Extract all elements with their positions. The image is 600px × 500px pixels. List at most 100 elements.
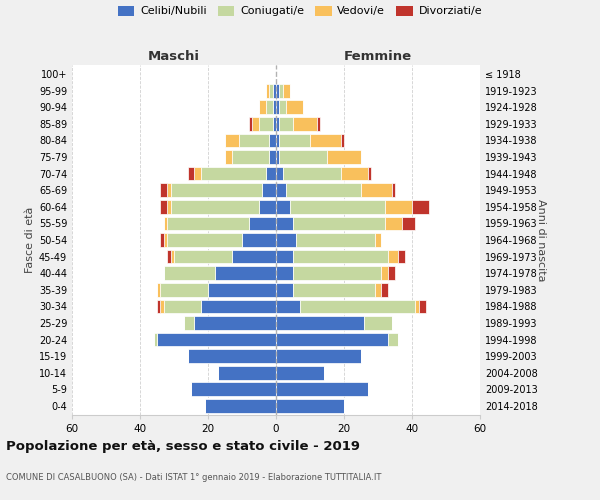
Bar bbox=[276, 233, 296, 247]
Bar bbox=[157, 283, 160, 296]
Bar bbox=[276, 350, 361, 363]
Bar bbox=[164, 233, 167, 247]
Bar bbox=[276, 84, 280, 98]
Bar bbox=[388, 250, 398, 264]
Bar bbox=[419, 300, 425, 313]
Bar bbox=[300, 300, 415, 313]
Bar bbox=[290, 200, 385, 213]
Bar bbox=[412, 200, 429, 213]
Bar bbox=[201, 167, 266, 180]
Bar bbox=[286, 184, 361, 197]
Bar bbox=[385, 216, 402, 230]
Bar bbox=[364, 316, 392, 330]
Bar bbox=[280, 150, 327, 164]
Bar bbox=[167, 233, 242, 247]
Bar bbox=[232, 150, 269, 164]
Bar bbox=[188, 350, 276, 363]
Bar bbox=[157, 300, 160, 313]
Bar bbox=[341, 134, 344, 147]
Bar bbox=[167, 216, 249, 230]
Bar bbox=[276, 366, 323, 380]
Bar bbox=[170, 184, 262, 197]
Bar bbox=[276, 117, 280, 130]
Bar bbox=[293, 283, 374, 296]
Bar bbox=[272, 84, 276, 98]
Bar bbox=[341, 167, 368, 180]
Bar bbox=[188, 167, 194, 180]
Bar bbox=[293, 266, 382, 280]
Bar bbox=[269, 84, 272, 98]
Bar bbox=[385, 200, 412, 213]
Bar bbox=[293, 250, 388, 264]
Bar bbox=[374, 233, 382, 247]
Bar bbox=[276, 399, 344, 412]
Bar bbox=[280, 84, 283, 98]
Bar bbox=[252, 117, 259, 130]
Bar bbox=[154, 332, 157, 346]
Bar bbox=[160, 283, 208, 296]
Text: Femmine: Femmine bbox=[344, 50, 412, 62]
Y-axis label: Fasce di età: Fasce di età bbox=[25, 207, 35, 273]
Bar bbox=[276, 167, 283, 180]
Text: Popolazione per età, sesso e stato civile - 2019: Popolazione per età, sesso e stato civil… bbox=[6, 440, 360, 453]
Bar bbox=[164, 300, 201, 313]
Bar bbox=[286, 100, 303, 114]
Bar bbox=[382, 266, 388, 280]
Bar bbox=[296, 233, 374, 247]
Bar bbox=[218, 366, 276, 380]
Bar bbox=[191, 382, 276, 396]
Bar bbox=[170, 200, 259, 213]
Bar bbox=[276, 134, 280, 147]
Bar bbox=[208, 283, 276, 296]
Bar bbox=[293, 216, 385, 230]
Text: Maschi: Maschi bbox=[148, 50, 200, 62]
Bar bbox=[327, 150, 361, 164]
Bar bbox=[382, 283, 388, 296]
Bar bbox=[374, 283, 382, 296]
Bar bbox=[402, 216, 415, 230]
Bar bbox=[280, 100, 286, 114]
Bar bbox=[215, 266, 276, 280]
Bar bbox=[276, 216, 293, 230]
Bar bbox=[276, 266, 293, 280]
Bar bbox=[415, 300, 419, 313]
Bar bbox=[266, 100, 272, 114]
Bar bbox=[167, 184, 170, 197]
Bar bbox=[293, 117, 317, 130]
Bar bbox=[157, 332, 276, 346]
Bar bbox=[160, 200, 167, 213]
Bar bbox=[276, 150, 280, 164]
Bar bbox=[276, 184, 286, 197]
Bar bbox=[310, 134, 341, 147]
Bar bbox=[276, 300, 300, 313]
Bar bbox=[283, 167, 341, 180]
Bar bbox=[272, 117, 276, 130]
Bar bbox=[259, 117, 272, 130]
Bar bbox=[225, 150, 232, 164]
Legend: Celibi/Nubili, Coniugati/e, Vedovi/e, Divorziati/e: Celibi/Nubili, Coniugati/e, Vedovi/e, Di… bbox=[118, 6, 482, 16]
Bar bbox=[398, 250, 405, 264]
Bar bbox=[201, 300, 276, 313]
Bar bbox=[160, 233, 164, 247]
Bar bbox=[392, 184, 395, 197]
Bar bbox=[276, 316, 364, 330]
Bar bbox=[167, 250, 170, 264]
Bar bbox=[276, 200, 290, 213]
Bar bbox=[249, 216, 276, 230]
Bar bbox=[269, 134, 276, 147]
Bar bbox=[232, 250, 276, 264]
Y-axis label: Anni di nascita: Anni di nascita bbox=[536, 198, 546, 281]
Bar bbox=[164, 266, 215, 280]
Bar bbox=[262, 184, 276, 197]
Bar bbox=[276, 100, 280, 114]
Bar bbox=[388, 332, 398, 346]
Bar bbox=[205, 399, 276, 412]
Bar bbox=[167, 200, 170, 213]
Bar bbox=[317, 117, 320, 130]
Bar bbox=[170, 250, 174, 264]
Bar bbox=[361, 184, 392, 197]
Text: COMUNE DI CASALBUONO (SA) - Dati ISTAT 1° gennaio 2019 - Elaborazione TUTTITALIA: COMUNE DI CASALBUONO (SA) - Dati ISTAT 1… bbox=[6, 473, 382, 482]
Bar bbox=[272, 100, 276, 114]
Bar bbox=[160, 300, 164, 313]
Bar bbox=[225, 134, 239, 147]
